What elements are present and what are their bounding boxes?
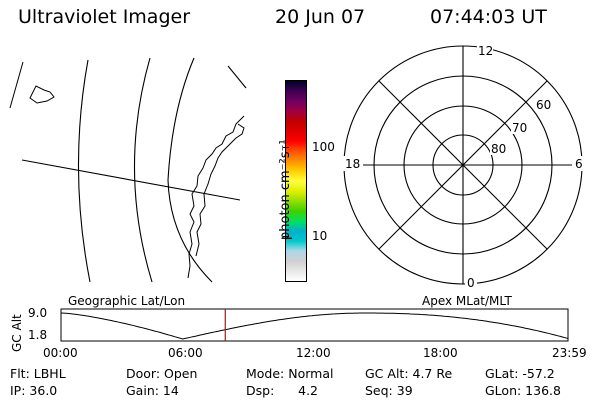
y-tick-label: 9.0 bbox=[28, 306, 48, 320]
apex-label: Apex MLat/MLT bbox=[422, 294, 512, 308]
polar-plot: 12 18 6 0 60 70 80 bbox=[343, 45, 586, 290]
latitude-arc bbox=[133, 57, 153, 283]
dsp-value: Dsp: 4.2 bbox=[246, 383, 319, 398]
latitude-arc bbox=[167, 57, 213, 283]
glat-value: GLat: -57.2 bbox=[485, 366, 555, 381]
colorbar-tick-10 bbox=[283, 236, 289, 237]
date-display: 20 Jun 07 bbox=[275, 6, 366, 28]
coastline bbox=[187, 115, 245, 279]
timeline-frame bbox=[60, 308, 569, 342]
gain-value: Gain: 14 bbox=[126, 383, 179, 398]
mode-value: Mode: Normal bbox=[246, 366, 334, 381]
lat-label-70: 70 bbox=[512, 121, 527, 135]
colorbar-tick-label: 100 bbox=[312, 140, 335, 154]
color-scale-bar bbox=[285, 80, 307, 282]
door-value: Door: Open bbox=[126, 366, 198, 381]
ip-value: IP: 36.0 bbox=[10, 383, 58, 398]
colorbar-tick-100 bbox=[283, 147, 289, 148]
polar-diagonal bbox=[378, 80, 548, 250]
x-tick-label: 06:00 bbox=[168, 346, 203, 360]
glon-value: GLon: 136.8 bbox=[485, 383, 561, 398]
altitude-curve bbox=[60, 312, 569, 340]
app-title: Ultraviolet Imager bbox=[18, 6, 191, 28]
y-tick-label: 1.8 bbox=[28, 328, 48, 342]
island-outline bbox=[29, 85, 55, 104]
seq-value: Seq: 39 bbox=[365, 383, 413, 398]
mlt-label-6: 6 bbox=[575, 157, 583, 171]
gc-alt-value: GC Alt: 4.7 Re bbox=[365, 366, 453, 381]
flt-value: Flt: LBHL bbox=[10, 366, 66, 381]
longitude-line bbox=[21, 159, 241, 201]
geographic-label: Geographic Lat/Lon bbox=[68, 294, 186, 308]
colorbar-unit-label: photon cm⁻²s⁻¹ bbox=[278, 139, 293, 240]
x-tick-label: 00:00 bbox=[43, 346, 78, 360]
x-tick-label: 23:59 bbox=[552, 346, 587, 360]
geographic-map bbox=[9, 57, 247, 283]
mlt-label-0: 0 bbox=[467, 276, 475, 290]
latitude-arc bbox=[227, 65, 247, 89]
mlt-label-12: 12 bbox=[478, 45, 493, 58]
mlt-label-18: 18 bbox=[345, 157, 360, 171]
x-tick-label: 18:00 bbox=[423, 346, 458, 360]
gc-alt-axis-title: GC Alt bbox=[10, 314, 24, 352]
altitude-timeline bbox=[60, 308, 569, 342]
colorbar-tick-label: 10 bbox=[312, 229, 328, 243]
lat-label-60: 60 bbox=[536, 98, 551, 112]
lat-label-80: 80 bbox=[491, 142, 506, 156]
coast-segment bbox=[9, 61, 24, 109]
x-tick-label: 12:00 bbox=[296, 346, 331, 360]
time-display: 07:44:03 UT bbox=[430, 6, 547, 28]
